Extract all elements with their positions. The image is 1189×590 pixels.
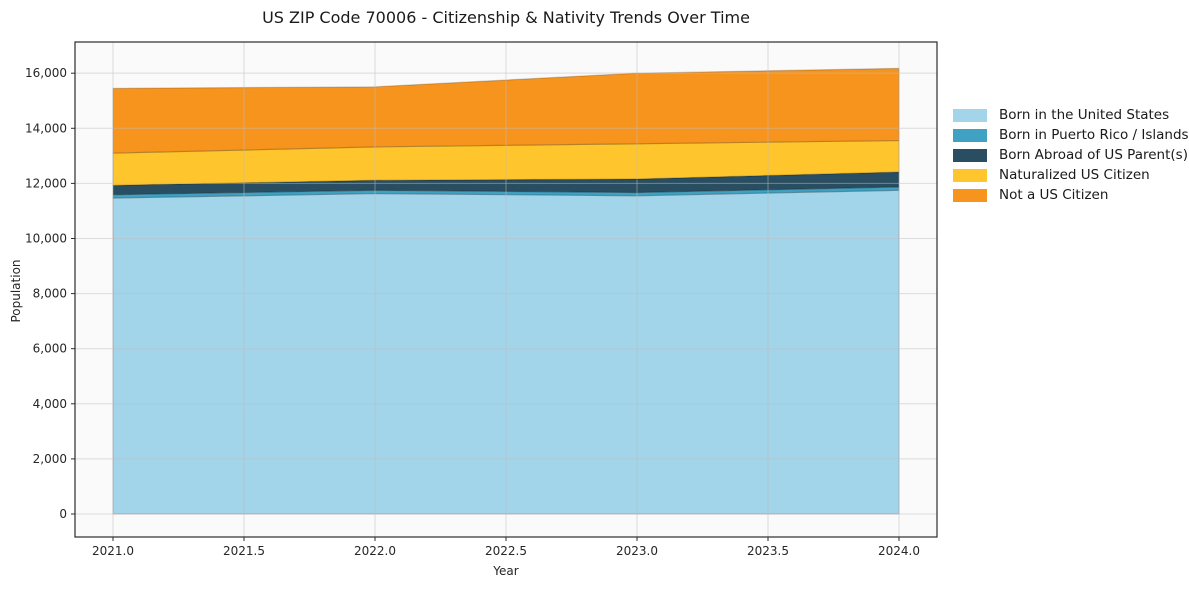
legend-label: Not a US Citizen <box>999 187 1109 203</box>
legend-swatch-icon <box>953 148 987 162</box>
y-tick-label: 0 <box>59 507 67 521</box>
y-tick-label: 2,000 <box>33 452 67 466</box>
legend-item: Born Abroad of US Parent(s) <box>953 145 1189 165</box>
y-axis-label: Population <box>9 259 23 323</box>
y-tick-label: 12,000 <box>25 176 67 190</box>
gridlines <box>75 42 937 537</box>
legend-label: Born Abroad of US Parent(s) <box>999 147 1188 163</box>
legend-item: Naturalized US Citizen <box>953 165 1189 185</box>
y-tick-label: 4,000 <box>33 397 67 411</box>
y-tick-label: 8,000 <box>33 287 67 301</box>
legend-label: Born in the United States <box>999 107 1170 123</box>
axis-ticks <box>71 72 900 541</box>
legend-item: Born in the United States <box>953 105 1189 125</box>
y-tick-label: 14,000 <box>25 121 67 135</box>
legend-swatch-icon <box>953 108 987 122</box>
x-tick-label: 2024.0 <box>878 544 920 558</box>
legend-swatch-icon <box>953 188 987 202</box>
x-tick-label: 2023.0 <box>616 544 658 558</box>
legend-label: Born in Puerto Rico / Islands <box>999 127 1189 143</box>
legend-label: Naturalized US Citizen <box>999 167 1150 183</box>
x-tick-label: 2022.0 <box>354 544 396 558</box>
chart-title: US ZIP Code 70006 - Citizenship & Nativi… <box>262 8 750 27</box>
legend-item: Born in Puerto Rico / Islands <box>953 125 1189 145</box>
x-tick-label: 2021.0 <box>92 544 134 558</box>
x-axis-label: Year <box>493 564 519 578</box>
x-tick-label: 2022.5 <box>485 544 527 558</box>
y-tick-label: 6,000 <box>33 342 67 356</box>
legend-swatch-icon <box>953 168 987 182</box>
legend-swatch-icon <box>953 128 987 142</box>
x-tick-label: 2023.5 <box>747 544 789 558</box>
y-tick-label: 10,000 <box>25 231 67 245</box>
legend: Born in the United States Born in Puerto… <box>953 105 1189 205</box>
axis-tick-labels: 0 2,000 4,000 6,000 8,000 10,000 12,000 14,000 1… <box>25 66 920 558</box>
x-tick-label: 2021.5 <box>223 544 265 558</box>
legend-item: Not a US Citizen <box>953 185 1189 205</box>
y-tick-label: 16,000 <box>25 66 67 80</box>
